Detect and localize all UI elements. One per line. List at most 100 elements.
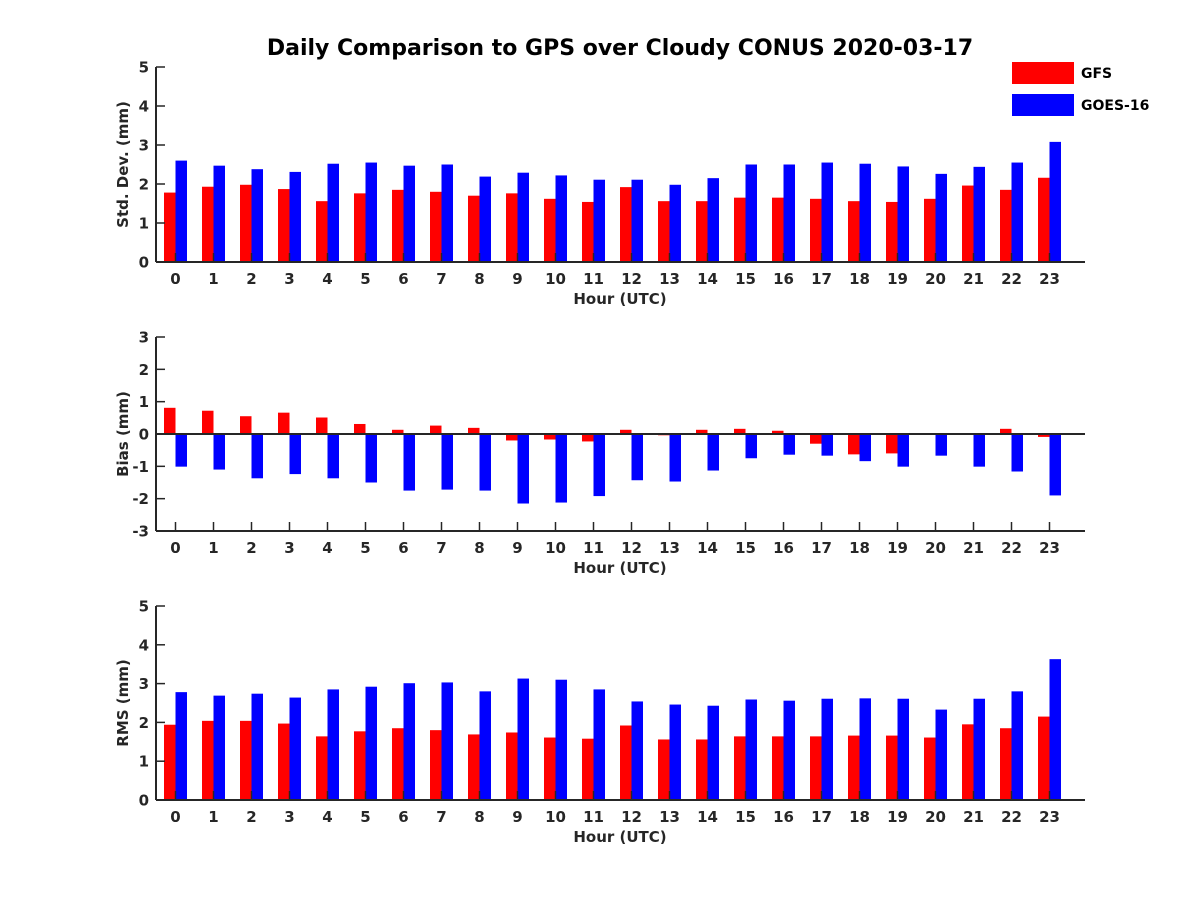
gfs-bar-hour-5 (354, 731, 366, 800)
x-tick-label: 20 (925, 270, 946, 288)
goes16-bar-hour-17 (821, 698, 833, 800)
gfs-bar-hour-9 (506, 193, 518, 262)
gfs-bar-hour-20 (924, 198, 936, 262)
x-tick-label: 23 (1039, 539, 1060, 557)
goes16-bar-hour-15 (745, 434, 757, 459)
gfs-bar-hour-5 (354, 423, 366, 434)
gfs-bar-hour-7 (430, 730, 442, 800)
legend-swatch-gfs (1012, 62, 1074, 84)
goes16-bar-hour-4 (327, 434, 339, 479)
goes16-bar-hour-9 (517, 172, 529, 262)
x-tick-label: 9 (512, 539, 522, 557)
x-tick-label: 7 (436, 270, 446, 288)
gfs-bar-hour-11 (582, 738, 594, 800)
goes16-bar-hour-5 (365, 686, 377, 800)
x-tick-label: 9 (512, 808, 522, 826)
goes16-bar-hour-19 (897, 166, 909, 262)
gfs-bar-hour-18 (848, 201, 860, 262)
gfs-bar-hour-9 (506, 732, 518, 800)
x-tick-label: 8 (474, 539, 484, 557)
x-tick-label: 10 (545, 539, 566, 557)
gfs-bar-hour-22 (1000, 189, 1012, 262)
gfs-bar-hour-19 (886, 434, 898, 454)
y-tick-label: 2 (139, 714, 149, 732)
goes16-bar-hour-13 (669, 184, 681, 262)
x-tick-label: 0 (170, 808, 180, 826)
gfs-bar-hour-1 (202, 186, 214, 262)
x-tick-label: 23 (1039, 270, 1060, 288)
goes16-bar-hour-16 (783, 164, 795, 262)
x-tick-label: 4 (322, 539, 332, 557)
goes16-bar-hour-0 (175, 160, 187, 262)
goes16-bar-hour-18 (859, 163, 871, 262)
gfs-bar-hour-3 (278, 723, 290, 800)
goes16-bar-hour-1 (213, 434, 225, 470)
goes16-bar-hour-10 (555, 175, 567, 262)
x-tick-label: 14 (697, 270, 718, 288)
goes16-bar-hour-16 (783, 434, 795, 455)
gfs-bar-hour-2 (240, 720, 252, 800)
x-tick-label: 18 (849, 808, 870, 826)
gfs-bar-hour-17 (810, 434, 822, 444)
x-tick-label: 21 (963, 808, 984, 826)
x-axis-label: Hour (UTC) (573, 559, 666, 577)
y-tick-label: 0 (139, 792, 149, 810)
y-tick-label: 0 (139, 426, 149, 444)
goes16-bar-hour-22 (1011, 434, 1023, 472)
goes16-bar-hour-8 (479, 176, 491, 262)
gfs-bar-hour-14 (696, 201, 708, 262)
goes16-bar-hour-6 (403, 434, 415, 491)
gfs-bar-hour-15 (734, 428, 746, 434)
x-tick-label: 3 (284, 808, 294, 826)
x-tick-label: 10 (545, 808, 566, 826)
goes16-bar-hour-10 (555, 679, 567, 800)
goes16-bar-hour-2 (251, 434, 263, 479)
gfs-bar-hour-12 (620, 725, 632, 800)
y-tick-label: 3 (139, 329, 149, 347)
goes16-bar-hour-21 (973, 698, 985, 800)
gfs-bar-hour-12 (620, 429, 632, 434)
legend-label-goes16: GOES-16 (1081, 98, 1149, 114)
gfs-bar-hour-14 (696, 429, 708, 434)
x-tick-label: 11 (583, 808, 604, 826)
y-tick-label: -3 (132, 523, 149, 541)
goes16-bar-hour-9 (517, 434, 529, 504)
goes16-bar-hour-2 (251, 169, 263, 262)
gfs-bar-hour-10 (544, 434, 556, 440)
gfs-bar-hour-3 (278, 189, 290, 262)
gfs-bar-hour-19 (886, 735, 898, 800)
gfs-bar-hour-4 (316, 201, 328, 262)
x-tick-label: 14 (697, 808, 718, 826)
goes16-bar-hour-23 (1049, 141, 1061, 262)
goes16-bar-hour-4 (327, 689, 339, 800)
x-tick-label: 20 (925, 808, 946, 826)
x-tick-label: 18 (849, 270, 870, 288)
gfs-bar-hour-6 (392, 189, 404, 262)
goes16-bar-hour-5 (365, 162, 377, 262)
x-tick-label: 20 (925, 539, 946, 557)
x-tick-label: 12 (621, 270, 642, 288)
y-tick-label: 2 (139, 361, 149, 379)
gfs-bar-hour-6 (392, 429, 404, 434)
x-tick-label: 16 (773, 808, 794, 826)
x-tick-label: 18 (849, 539, 870, 557)
x-tick-label: 15 (735, 270, 756, 288)
goes16-bar-hour-19 (897, 698, 909, 800)
x-tick-label: 2 (246, 808, 256, 826)
x-tick-label: 3 (284, 270, 294, 288)
x-tick-label: 2 (246, 539, 256, 557)
goes16-bar-hour-18 (859, 698, 871, 800)
gfs-bar-hour-1 (202, 720, 214, 800)
goes16-bar-hour-21 (973, 434, 985, 467)
y-tick-label: 1 (139, 215, 149, 233)
goes16-bar-hour-8 (479, 691, 491, 800)
gfs-bar-hour-1 (202, 410, 214, 434)
gfs-bar-hour-11 (582, 434, 594, 442)
gfs-bar-hour-13 (658, 201, 670, 262)
gfs-bar-hour-23 (1038, 716, 1050, 800)
goes16-bar-hour-14 (707, 705, 719, 800)
goes16-bar-hour-20 (935, 709, 947, 800)
